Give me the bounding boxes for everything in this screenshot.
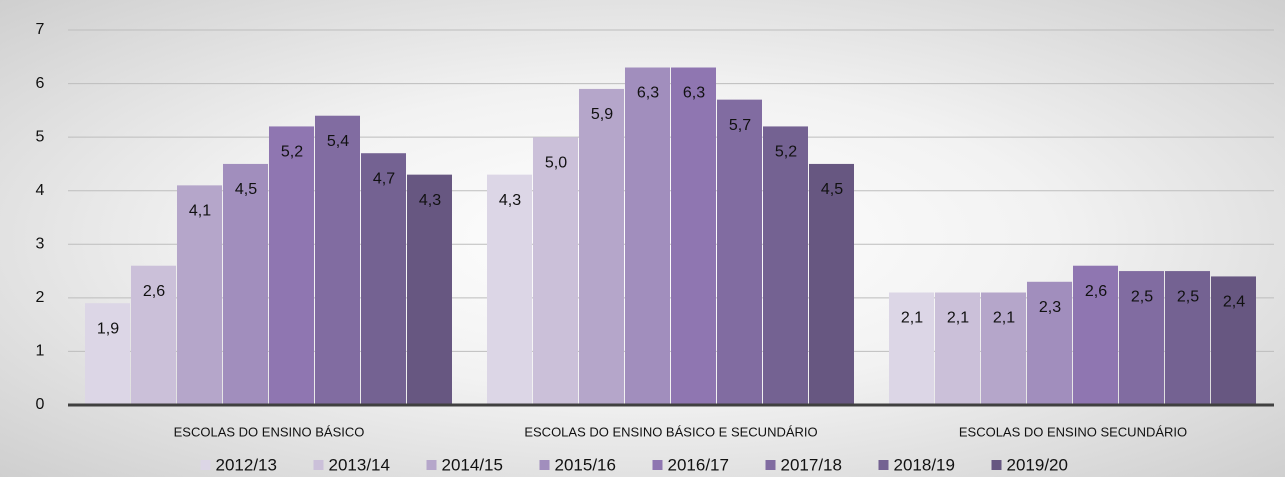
y-tick-label: 5 (36, 128, 45, 145)
legend-label: 2013/14 (329, 455, 390, 474)
legend-swatch (878, 460, 889, 470)
legend-label: 2018/19 (894, 455, 955, 474)
bar (809, 163, 854, 405)
bar (407, 174, 452, 405)
y-tick-label: 0 (36, 396, 45, 413)
value-label: 2,1 (993, 310, 1015, 327)
bar (671, 67, 716, 405)
bar (625, 67, 670, 405)
value-label: 4,5 (821, 181, 843, 198)
bar (763, 126, 808, 405)
bar (1119, 271, 1164, 405)
value-label: 4,5 (235, 181, 257, 198)
value-label: 2,6 (143, 283, 165, 300)
value-label: 5,4 (327, 133, 349, 150)
value-label: 2,4 (1223, 294, 1245, 311)
bar (85, 303, 130, 405)
bar (533, 137, 578, 405)
value-label: 4,3 (419, 192, 441, 209)
bar (315, 115, 360, 405)
legend-swatch (200, 460, 211, 470)
x-tick-label: ESCOLAS DO ENSINO BÁSICO E SECUNDÁRIO (524, 424, 817, 439)
bar (361, 153, 406, 405)
y-tick-label: 4 (36, 182, 45, 199)
y-tick-label: 1 (36, 343, 45, 360)
value-label: 2,1 (901, 310, 923, 327)
bar (935, 292, 980, 405)
bar (131, 265, 176, 405)
legend-swatch (539, 460, 550, 470)
legend-label: 2015/16 (555, 455, 616, 474)
bar (177, 185, 222, 405)
legend-label: 2014/15 (442, 455, 503, 474)
legend-label: 2017/18 (781, 455, 842, 474)
value-label: 5,7 (729, 117, 751, 134)
legend-swatch (991, 460, 1002, 470)
value-label: 5,2 (281, 144, 303, 161)
bar (717, 99, 762, 406)
bar (1211, 276, 1256, 405)
value-label: 5,2 (775, 144, 797, 161)
bar (981, 292, 1026, 405)
bar (269, 126, 314, 405)
value-label: 2,1 (947, 310, 969, 327)
legend-swatch (426, 460, 437, 470)
bar (889, 292, 934, 405)
bar (223, 163, 268, 405)
value-label: 4,1 (189, 203, 211, 220)
legend-label: 2012/13 (216, 455, 277, 474)
value-label: 2,3 (1039, 299, 1061, 316)
value-label: 6,3 (637, 85, 659, 102)
value-label: 2,5 (1131, 288, 1153, 305)
bar (1165, 271, 1210, 405)
x-tick-label: ESCOLAS DO ENSINO BÁSICO (174, 424, 365, 439)
value-label: 6,3 (683, 85, 705, 102)
value-label: 2,5 (1177, 288, 1199, 305)
value-label: 1,9 (97, 320, 119, 337)
legend-label: 2016/17 (668, 455, 729, 474)
bar (579, 88, 624, 405)
value-label: 5,0 (545, 154, 567, 171)
bar (1073, 265, 1118, 405)
legend-label: 2019/20 (1007, 455, 1068, 474)
y-tick-label: 6 (36, 75, 45, 92)
value-label: 2,6 (1085, 283, 1107, 300)
legend-swatch (652, 460, 663, 470)
value-label: 5,9 (591, 106, 613, 123)
value-label: 4,3 (499, 192, 521, 209)
legend-swatch (313, 460, 324, 470)
y-tick-label: 7 (36, 21, 45, 38)
y-tick-label: 2 (36, 289, 45, 306)
x-tick-label: ESCOLAS DO ENSINO SECUNDÁRIO (959, 424, 1187, 439)
legend-swatch (765, 460, 776, 470)
bar (487, 174, 532, 405)
bar (1027, 281, 1072, 405)
value-label: 4,7 (373, 170, 395, 187)
y-tick-label: 3 (36, 236, 45, 253)
